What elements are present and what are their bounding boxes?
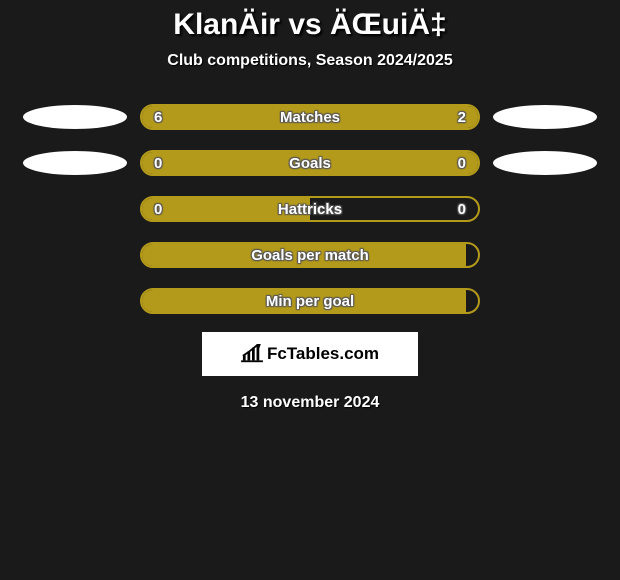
stat-row: Min per goal [0, 284, 620, 318]
stat-left-value: 6 [154, 109, 162, 126]
stat-bar-left: 0 [142, 198, 310, 220]
stat-bar: 00Hattricks [140, 196, 480, 222]
left-ellipse-col [10, 105, 140, 129]
stat-right-value: 0 [458, 201, 466, 218]
stat-bar-right: 2 [394, 106, 478, 128]
date-label: 13 november 2024 [0, 394, 620, 412]
page-title: KlanÄir vs ÄŒuiÄ‡ [0, 8, 620, 42]
stat-right-value: 2 [458, 109, 466, 126]
stat-bar: 62Matches [140, 104, 480, 130]
stats-card: KlanÄir vs ÄŒuiÄ‡ Club competitions, Sea… [0, 0, 620, 412]
stat-bar-left: 0 [142, 152, 310, 174]
subtitle: Club competitions, Season 2024/2025 [0, 52, 620, 70]
chart-icon [241, 344, 263, 364]
stat-row: 00Goals [0, 146, 620, 180]
stat-bar-right: 0 [310, 152, 478, 174]
stat-bar-left [142, 244, 466, 266]
stat-left-value: 0 [154, 155, 162, 172]
left-ellipse-col [10, 151, 140, 175]
player-right-marker [493, 105, 597, 129]
stats-list: 62Matches00Goals00HattricksGoals per mat… [0, 100, 620, 318]
player-right-marker [493, 151, 597, 175]
stat-row: 00Hattricks [0, 192, 620, 226]
stat-bar-left: 6 [142, 106, 394, 128]
stat-bar-left [142, 290, 466, 312]
player-left-marker [23, 151, 127, 175]
stat-right-value: 0 [458, 155, 466, 172]
logo-text: FcTables.com [267, 344, 379, 364]
stat-bar-right [466, 290, 478, 312]
logo-badge: FcTables.com [202, 332, 418, 376]
stat-bar: Goals per match [140, 242, 480, 268]
player-left-marker [23, 105, 127, 129]
right-ellipse-col [480, 151, 610, 175]
stat-row: Goals per match [0, 238, 620, 272]
stat-bar-right: 0 [310, 198, 478, 220]
stat-bar: Min per goal [140, 288, 480, 314]
stat-row: 62Matches [0, 100, 620, 134]
stat-bar-right [466, 244, 478, 266]
right-ellipse-col [480, 105, 610, 129]
stat-left-value: 0 [154, 201, 162, 218]
stat-bar: 00Goals [140, 150, 480, 176]
